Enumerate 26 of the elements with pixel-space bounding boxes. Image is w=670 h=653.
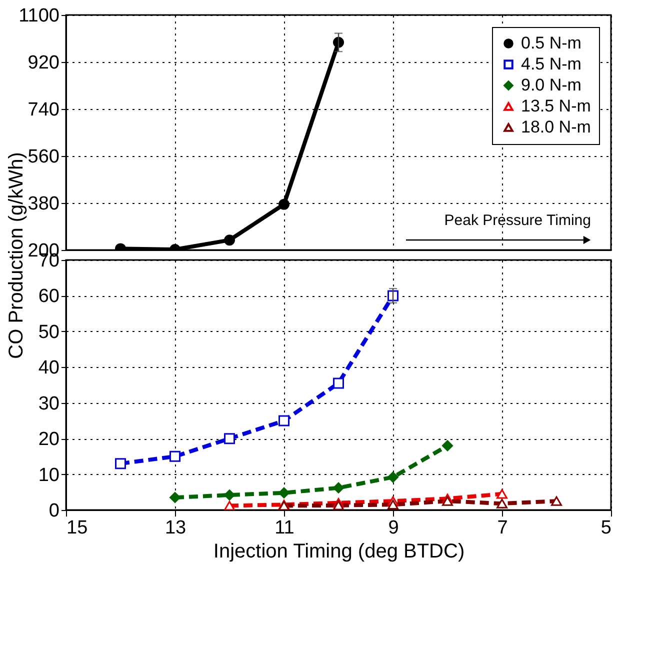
y-tick-label: 0	[48, 500, 60, 522]
x-tick-label: 9	[388, 518, 399, 538]
legend-label: 9.0 N-m	[521, 76, 582, 94]
y-axis-title: CO Production (g/kWh)	[5, 152, 28, 359]
y-tick-label: 50	[38, 322, 60, 343]
x-tick-label: 13	[164, 518, 186, 538]
y-tick-label: 1100	[18, 6, 60, 26]
y-tick-label: 20	[38, 429, 60, 450]
legend-label: 0.5 N-m	[521, 34, 582, 52]
x-tick-label: 5	[600, 518, 612, 538]
y-tick-label: 10	[38, 464, 60, 486]
y-tick-label: 40	[38, 358, 60, 379]
y-tick-label: 560	[28, 146, 60, 168]
annotation: Peak Pressure Timing	[444, 212, 591, 229]
y-tick-label: 920	[28, 52, 60, 74]
y-tick-label: 380	[28, 194, 60, 214]
y-tick-label: 30	[38, 393, 60, 414]
x-tick-label: 11	[274, 518, 294, 538]
legend-label: 18.0 N-m	[521, 118, 591, 136]
y-tick-label: 60	[38, 286, 60, 308]
y-tick-label: 740	[28, 100, 60, 120]
x-tick-label: 15	[66, 518, 88, 538]
x-tick-label: 7	[497, 518, 508, 538]
legend-label: 13.5 N-m	[521, 96, 591, 116]
x-axis-title: Injection Timing (deg BTDC)	[213, 540, 465, 562]
legend-label: 4.5 N-m	[521, 54, 582, 74]
